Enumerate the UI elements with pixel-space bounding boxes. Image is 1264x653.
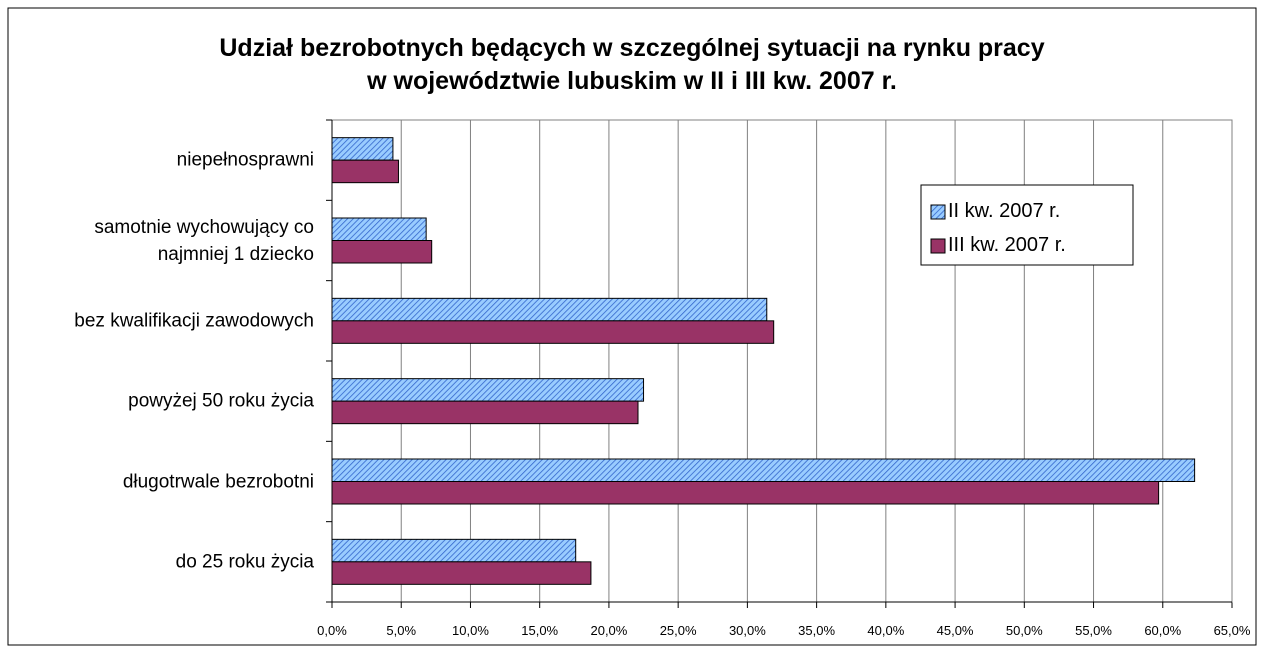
x-tick-label: 25,0% — [659, 623, 697, 638]
bar — [331, 320, 775, 344]
x-tick-label: 20,0% — [590, 623, 628, 638]
y-tick-label: powyżej 50 roku życia — [128, 390, 314, 412]
legend-swatch — [930, 238, 946, 254]
x-tick-label: 5,0% — [386, 623, 417, 638]
x-tick-label: 60,0% — [1144, 623, 1182, 638]
bar — [331, 538, 577, 563]
y-tick-label: długotrwale bezrobotni — [122, 471, 314, 492]
y-tick-label: niepełnosprawni — [176, 149, 314, 171]
bar — [331, 159, 399, 184]
bar — [331, 240, 433, 264]
bar — [331, 458, 1196, 482]
legend-label: III kw. 2007 r. — [948, 234, 1066, 256]
x-tick-label: 45,0% — [936, 623, 974, 638]
bar — [331, 217, 427, 241]
x-tick-label: 40,0% — [867, 623, 905, 638]
x-tick-label: 55,0% — [1075, 623, 1112, 638]
legend-label: II kw. 2007 r. — [948, 200, 1061, 222]
y-tick-label: do 25 roku życia — [175, 551, 314, 573]
x-tick-label: 50,0% — [1005, 623, 1043, 638]
bar — [331, 400, 639, 425]
x-tick-label: 0,0% — [317, 623, 347, 638]
bar — [331, 297, 768, 322]
x-tick-label: 35,0% — [798, 623, 836, 638]
x-tick-label: 15,0% — [521, 623, 559, 638]
chart-title: Udział bezrobotnych będących w szczególn… — [219, 34, 1045, 95]
bar — [331, 561, 592, 585]
y-tick-label: samotnie wychowujący co najmniej 1 dziec… — [94, 216, 314, 265]
x-tick-label: 10,0% — [452, 623, 489, 638]
bar — [331, 137, 394, 161]
legend-swatch — [930, 204, 946, 220]
x-tick-label: 65,0% — [1213, 623, 1251, 638]
bar — [331, 481, 1160, 505]
legend-box — [920, 184, 1134, 266]
bar — [331, 378, 645, 402]
x-tick-label: 30,0% — [728, 623, 766, 638]
y-tick-label: bez kwalifikacji zawodowych — [74, 310, 314, 332]
